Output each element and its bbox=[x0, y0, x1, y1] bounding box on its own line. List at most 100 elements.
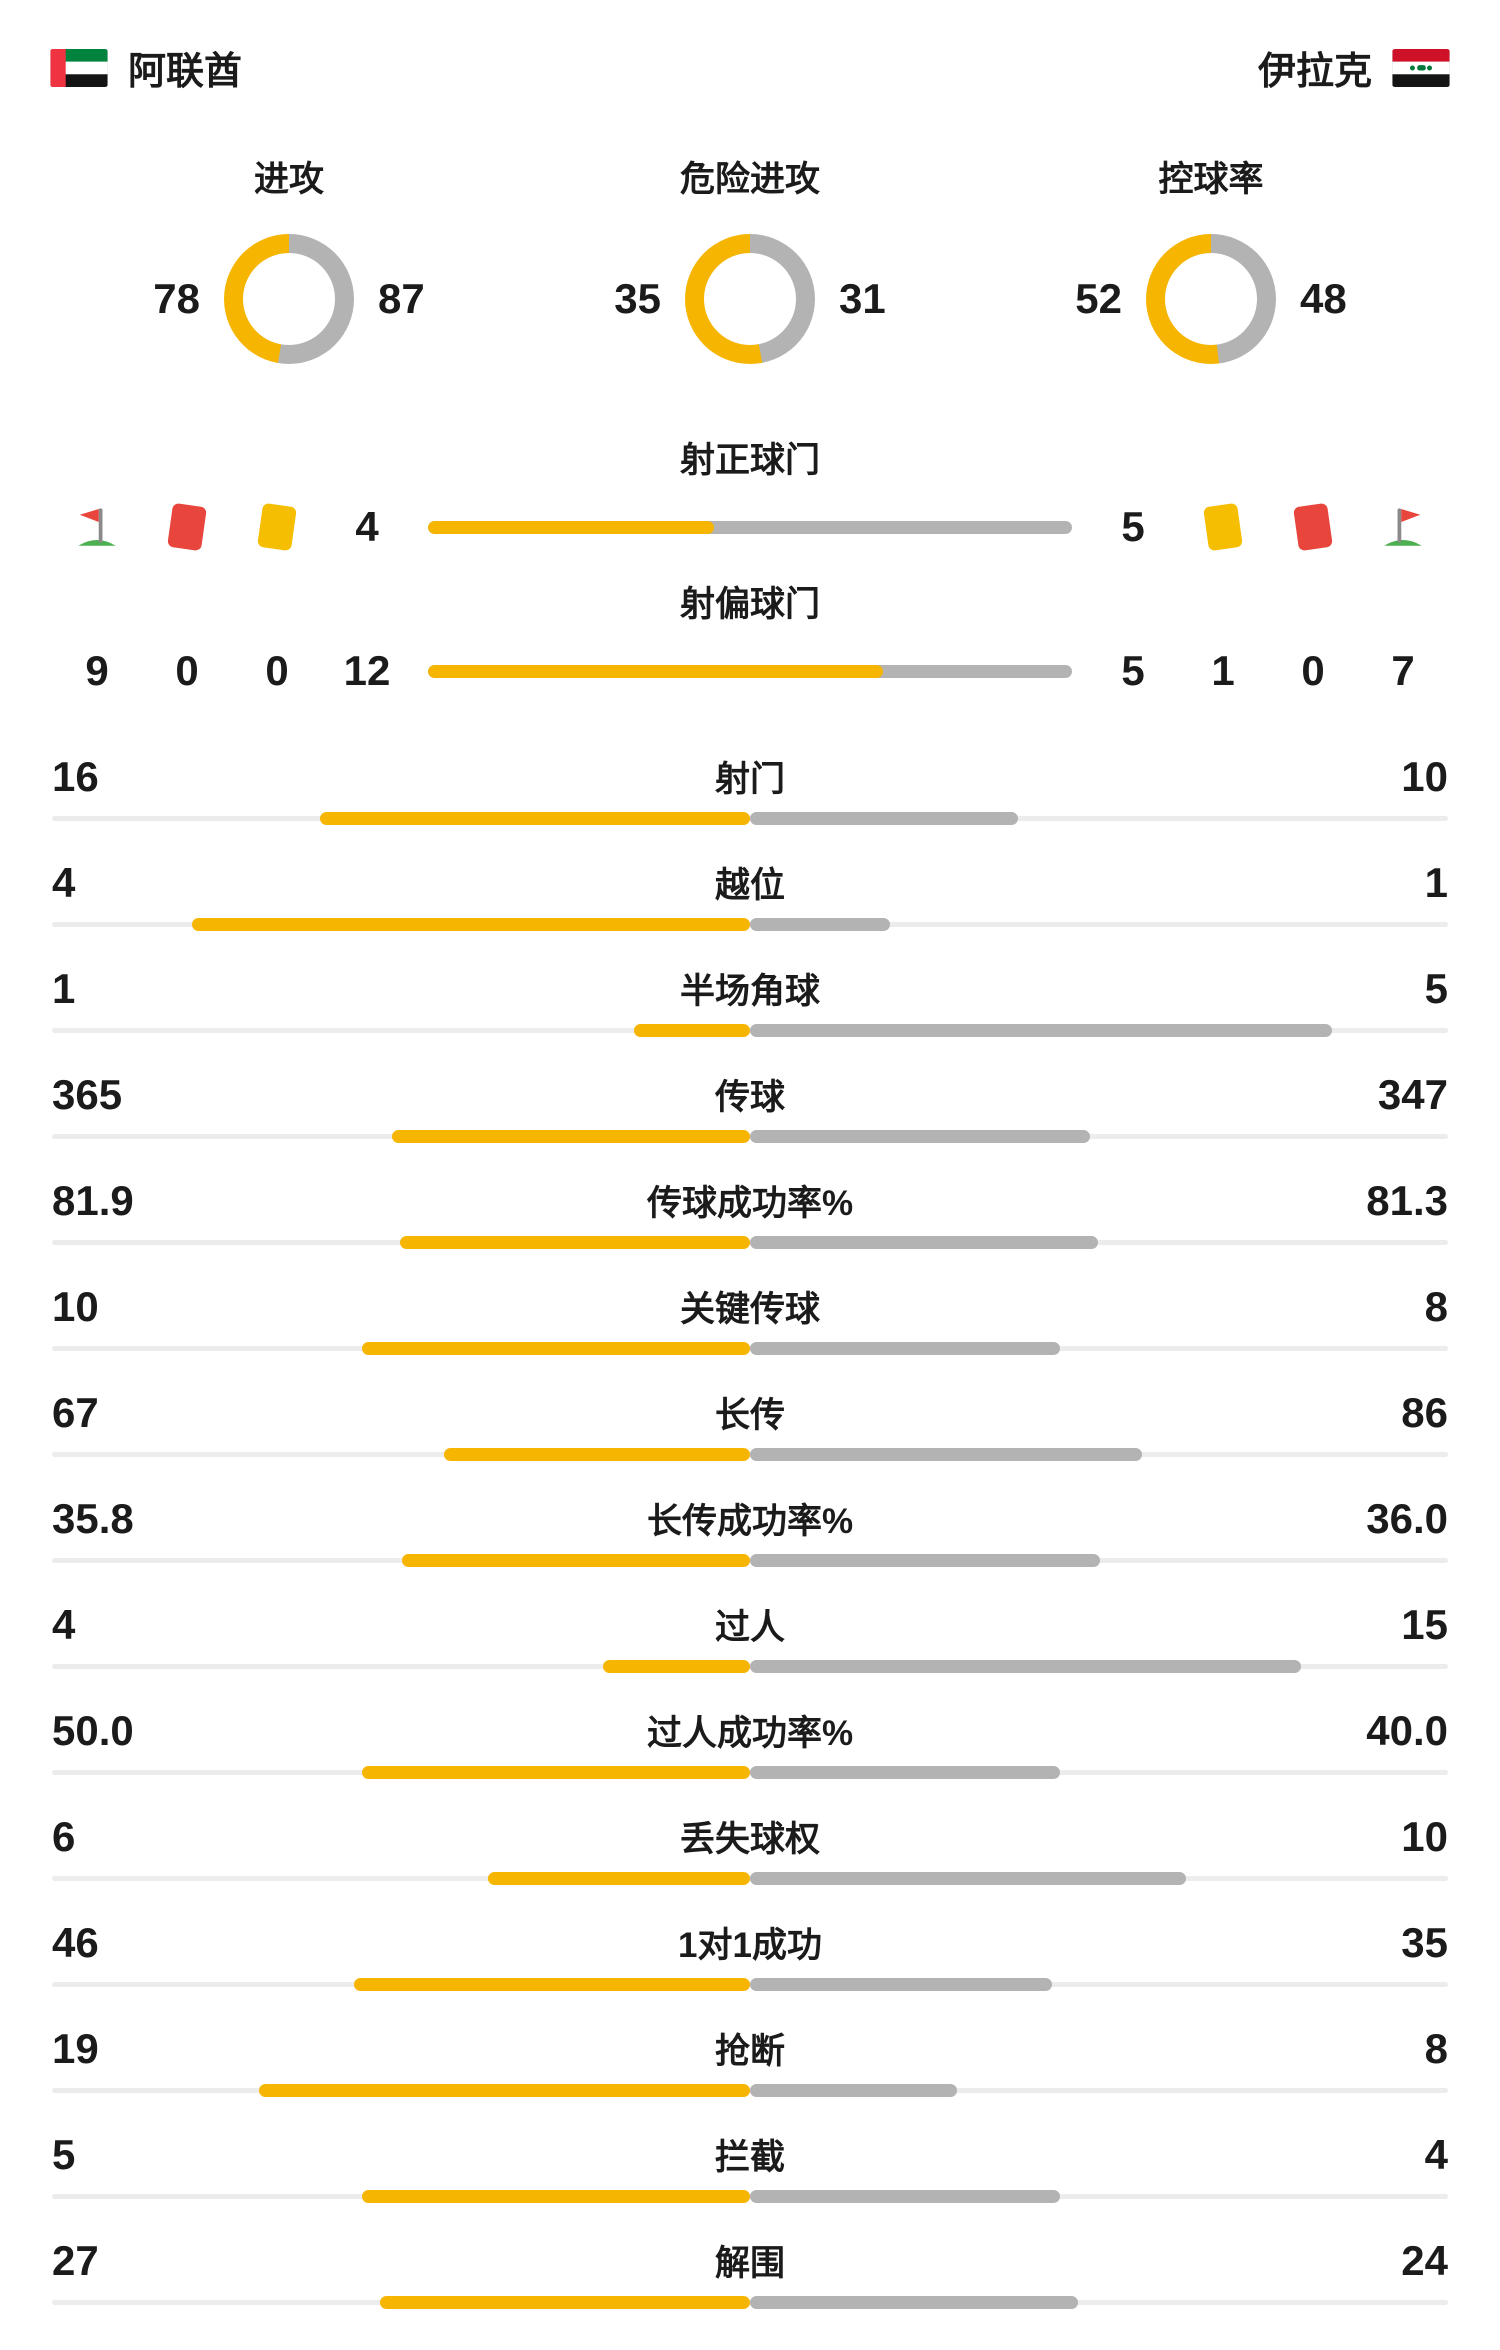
stat-label: 长传成功率% bbox=[646, 1502, 854, 1541]
stat-label: 越位 bbox=[714, 866, 785, 905]
home-stat-value: 67 bbox=[52, 1389, 99, 1436]
away-stat-value: 1 bbox=[1424, 859, 1448, 906]
away-yellow-card-icon bbox=[1178, 502, 1268, 552]
stat-label: 1对1成功 bbox=[678, 1926, 822, 1965]
stat-row: 81.9 传球成功率% 81.3 bbox=[52, 1180, 1448, 1249]
home-bar-segment bbox=[320, 812, 750, 825]
stat-bar bbox=[52, 1978, 1448, 1991]
away-dangerous-attacks-value: 31 bbox=[839, 275, 886, 322]
home-team-name: 阿联酋 bbox=[128, 51, 243, 93]
stat-label: 射门 bbox=[714, 760, 785, 799]
stat-label: 过人成功率% bbox=[646, 1714, 854, 1753]
stat-bar bbox=[52, 2084, 1448, 2097]
shots-on-target-row: 4 5 bbox=[0, 498, 1500, 556]
stat-row: 46 1对1成功 35 bbox=[52, 1922, 1448, 1991]
home-stat-value: 4 bbox=[52, 859, 76, 906]
away-bar-segment bbox=[750, 1554, 1100, 1567]
stat-bar bbox=[52, 1342, 1448, 1355]
home-shots-on-target-value: 4 bbox=[355, 503, 379, 550]
stat-row: 35.8 长传成功率% 36.0 bbox=[52, 1498, 1448, 1567]
away-corner-flag-icon bbox=[1358, 504, 1448, 550]
home-stat-value: 81.9 bbox=[52, 1177, 134, 1224]
away-stat-value: 5 bbox=[1424, 965, 1448, 1012]
stat-label: 长传 bbox=[714, 1396, 785, 1435]
stat-row-values: 81.9 传球成功率% 81.3 bbox=[52, 1180, 1448, 1222]
away-possession-value: 48 bbox=[1300, 275, 1347, 322]
attacks-donut-chart bbox=[224, 234, 354, 364]
stat-bar bbox=[52, 1872, 1448, 1885]
stat-bar bbox=[52, 1130, 1448, 1143]
away-stat-value: 10 bbox=[1401, 1813, 1448, 1860]
home-team: 阿联酋 bbox=[50, 40, 242, 95]
away-stat-value: 24 bbox=[1401, 2237, 1448, 2284]
stat-label: 传球成功率% bbox=[646, 1184, 854, 1223]
shots-section: 射正球门 4 5 bbox=[0, 440, 1500, 700]
stat-label: 抢断 bbox=[714, 2032, 785, 2071]
away-bar-segment bbox=[750, 1130, 1091, 1143]
away-bar-segment bbox=[750, 1978, 1052, 1991]
uae-flag-icon bbox=[50, 48, 108, 87]
away-stat-value: 8 bbox=[1424, 1283, 1448, 1330]
stat-row-values: 27 解围 24 bbox=[52, 2240, 1448, 2282]
away-stat-value: 8 bbox=[1424, 2025, 1448, 2072]
stat-row: 27 解围 24 bbox=[52, 2240, 1448, 2309]
away-bar-segment bbox=[750, 2084, 957, 2097]
home-bar-segment bbox=[428, 520, 715, 534]
home-bar-segment bbox=[380, 2296, 750, 2309]
stat-row-values: 4 过人 15 bbox=[52, 1604, 1448, 1646]
home-stat-value: 5 bbox=[52, 2131, 76, 2178]
home-stat-value: 50.0 bbox=[52, 1707, 134, 1754]
stat-label: 半场角球 bbox=[679, 972, 820, 1011]
home-bar-segment bbox=[603, 1660, 750, 1673]
shots-off-target-row: 9 0 0 12 5 1 0 7 bbox=[0, 642, 1500, 700]
home-possession-value: 52 bbox=[1075, 275, 1122, 322]
home-bar-segment bbox=[488, 1872, 750, 1885]
stat-label: 丢失球权 bbox=[679, 1820, 820, 1859]
shots-off-target-bar bbox=[428, 664, 1072, 678]
home-bar-segment bbox=[258, 2084, 750, 2097]
home-stat-value: 46 bbox=[52, 1919, 99, 1966]
stat-row: 365 传球 347 bbox=[52, 1074, 1448, 1143]
home-bar-segment bbox=[362, 1342, 750, 1355]
home-stat-value: 10 bbox=[52, 1283, 99, 1330]
home-stat-value: 16 bbox=[52, 753, 99, 800]
stat-row-values: 46 1对1成功 35 bbox=[52, 1922, 1448, 1964]
away-team: 伊拉克 bbox=[1258, 40, 1450, 95]
donut-group-dangerous-attacks: 危险进攻 35 31 bbox=[601, 151, 899, 364]
stat-bar bbox=[52, 1766, 1448, 1779]
home-bar-segment bbox=[362, 1766, 750, 1779]
stat-bar bbox=[52, 1448, 1448, 1461]
away-stat-value: 4 bbox=[1424, 2131, 1448, 2178]
away-bar-segment bbox=[750, 1766, 1061, 1779]
stat-row-values: 5 拦截 4 bbox=[52, 2134, 1448, 2176]
home-red-card-icon bbox=[142, 502, 232, 552]
home-bar-segment bbox=[191, 918, 750, 931]
stat-bar bbox=[52, 2296, 1448, 2309]
away-bar-segment bbox=[750, 1236, 1098, 1249]
away-corners-value: 7 bbox=[1391, 647, 1415, 694]
away-stat-value: 81.3 bbox=[1366, 1177, 1448, 1224]
donut-group-possession: 控球率 52 48 bbox=[1062, 151, 1360, 364]
possession-donut-chart bbox=[1146, 234, 1276, 364]
stat-label: 过人 bbox=[714, 1608, 785, 1647]
stat-bar bbox=[52, 918, 1448, 931]
dangerous-attacks-donut-chart bbox=[685, 234, 815, 364]
stat-bar bbox=[52, 1236, 1448, 1249]
stat-bar bbox=[52, 1024, 1448, 1037]
stat-row: 4 越位 1 bbox=[52, 862, 1448, 931]
away-team-name: 伊拉克 bbox=[1257, 51, 1372, 93]
away-bar-segment bbox=[750, 2296, 1079, 2309]
stat-row-values: 4 越位 1 bbox=[52, 862, 1448, 904]
away-stat-value: 10 bbox=[1401, 753, 1448, 800]
away-shots-on-target-value: 5 bbox=[1121, 503, 1145, 550]
away-stat-value: 36.0 bbox=[1366, 1495, 1448, 1542]
dangerous-attacks-label: 危险进攻 bbox=[679, 160, 820, 199]
stat-bar bbox=[52, 812, 1448, 825]
stat-row: 16 射门 10 bbox=[52, 756, 1448, 825]
home-bar-segment bbox=[392, 1130, 750, 1143]
away-shots-off-target-value: 5 bbox=[1121, 647, 1145, 694]
home-bar-segment bbox=[362, 2190, 750, 2203]
shots-off-target-label: 射偏球门 bbox=[679, 585, 820, 624]
home-corners-value: 9 bbox=[85, 647, 109, 694]
away-stat-value: 15 bbox=[1401, 1601, 1448, 1648]
